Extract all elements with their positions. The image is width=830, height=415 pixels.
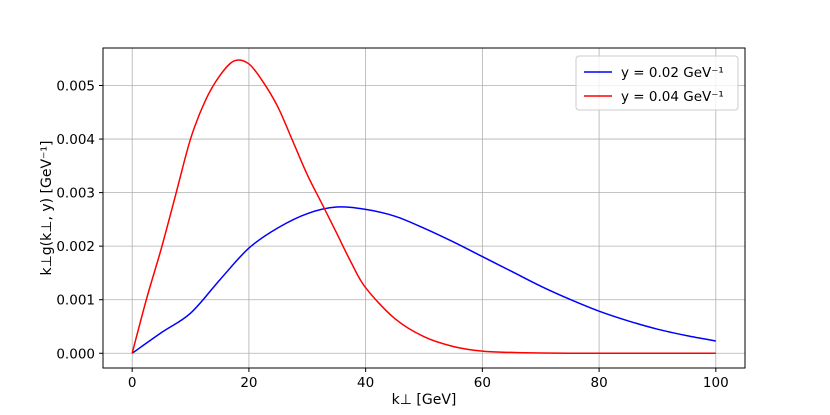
x-axis-title: k⊥ [GeV]	[392, 392, 457, 408]
series-line-0	[131, 206, 716, 354]
y-tick-label: 0.003	[56, 186, 95, 202]
y-tick-label: 0.005	[56, 78, 95, 94]
y-tick-label: 0.002	[56, 239, 95, 255]
y-tick-label: 0.004	[56, 132, 95, 148]
y-tick-label: 0.000	[56, 346, 95, 362]
series-layer	[131, 59, 716, 355]
legend-box	[575, 55, 739, 111]
legend-label-1: y = 0.04 GeV⁻¹	[621, 89, 724, 105]
y-axis-title: k⊥g(k⊥, y) [GeV⁻¹]	[39, 140, 55, 275]
series-line-1	[131, 59, 716, 355]
x-tick-label: 20	[240, 375, 257, 391]
x-tick-label: 80	[590, 375, 607, 391]
y-tick-label: 0.001	[56, 293, 95, 309]
x-tick-label: 40	[357, 375, 374, 391]
x-tick-label: 0	[128, 375, 137, 391]
tick-layer: 0 20 40 60 80 100 0.000 0.001 0.002 0.003 0.004 0.0…	[56, 78, 728, 391]
plot-frame	[102, 47, 746, 369]
legend: y = 0.02 GeV⁻¹ y = 0.04 GeV⁻¹	[575, 55, 739, 111]
legend-label-0: y = 0.02 GeV⁻¹	[621, 65, 724, 81]
x-tick-label: 60	[474, 375, 491, 391]
x-tick-label: 100	[703, 375, 729, 391]
